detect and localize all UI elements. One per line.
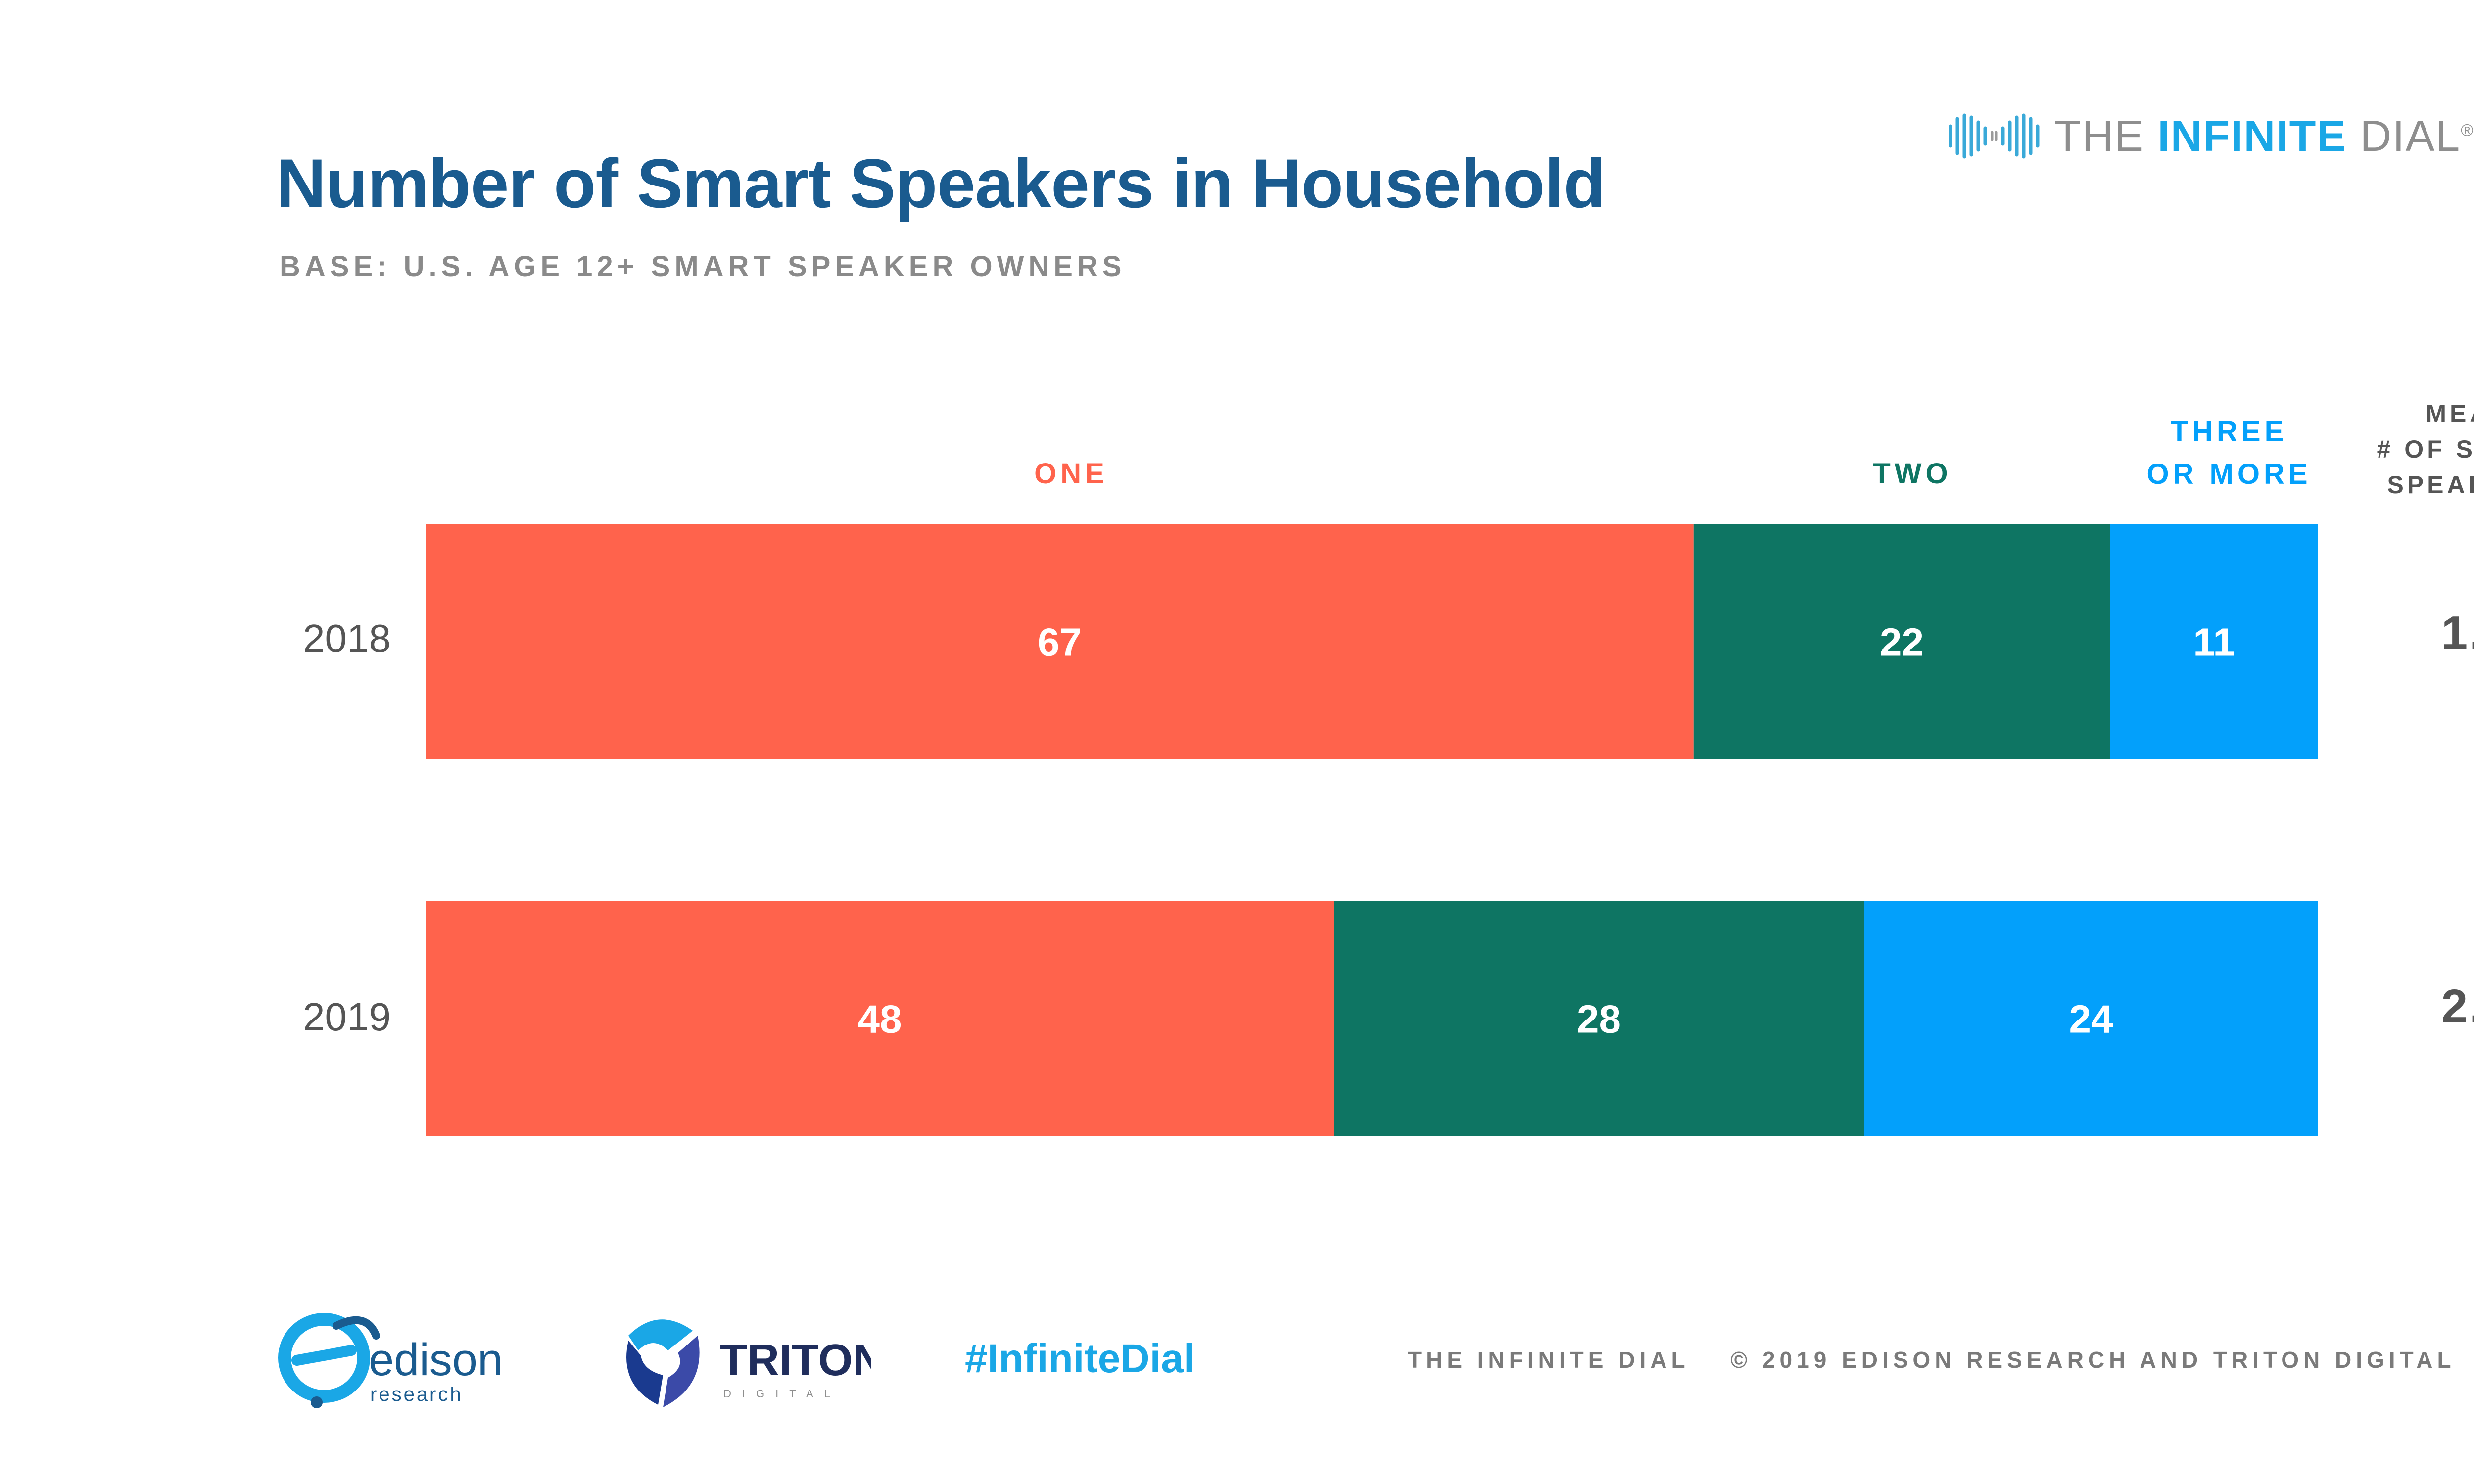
mean-column-header: MEAN # OF SMART SPEAKERS — [2377, 396, 2474, 503]
mean-header-line2: # OF SMART — [2377, 435, 2474, 463]
bar-2019-one — [426, 901, 1334, 1136]
brand-registered: ® — [2461, 121, 2474, 140]
bar-2018-three-or-more — [2110, 524, 2318, 759]
mean-header-line3: SPEAKERS — [2387, 471, 2474, 499]
footer-copyright: THE INFINITE DIAL © 2019 EDISON RESEARCH… — [1408, 1346, 2456, 1373]
mean-value-2019: 2.0 — [2441, 980, 2474, 1033]
triton-logo-icon: TRITON DIGITAL — [626, 1319, 885, 1407]
bar-label-2018-one: 67 — [1038, 620, 1082, 664]
triton-digital-logo: TRITON DIGITAL — [614, 1306, 885, 1417]
series-label-three-line2: OR MORE — [2146, 458, 2312, 490]
mean-header-line1: MEAN — [2426, 400, 2474, 427]
bar-label-2019-three-or-more: 24 — [2069, 997, 2113, 1041]
bar-2018-one — [426, 524, 1694, 759]
bar-2018-two — [1693, 524, 2110, 759]
series-label-two-line: TWO — [1873, 458, 1952, 490]
footer-copyright-left: THE INFINITE DIAL — [1408, 1347, 1689, 1373]
edison-sub: research — [370, 1384, 463, 1405]
bar-2019-two — [1334, 901, 1864, 1136]
footer-copyright-right: © 2019 EDISON RESEARCH AND TRITON DIGITA… — [1730, 1347, 2456, 1373]
series-label-three-line1: THREE — [2170, 416, 2288, 448]
year-label-2019: 2019 — [303, 995, 391, 1039]
bar-label-2018-two: 22 — [1880, 620, 1924, 664]
edison-logo-icon: edison research — [278, 1313, 503, 1408]
infinity-logo-icon — [1949, 113, 2040, 159]
series-label-one: ONE — [1034, 453, 1108, 495]
page-subtitle: BASE: U.S. AGE 12+ SMART SPEAKER OWNERS — [280, 250, 1126, 282]
year-label-2018: 2018 — [303, 616, 391, 660]
series-label-three-or-more: THREE OR MORE — [2146, 411, 2311, 496]
hashtag: #InfiniteDial — [965, 1336, 1195, 1381]
brand-the: THE — [2054, 111, 2144, 160]
bar-label-2019-one: 48 — [858, 997, 902, 1041]
series-label-two: TWO — [1873, 453, 1951, 495]
brand-infinite: INFINITE — [2157, 111, 2347, 160]
infinite-dial-logo: THE INFINITE DIAL® 2019 — [1945, 99, 2474, 173]
brand-dial: DIAL — [2360, 111, 2461, 160]
triton-sub: DIGITAL — [723, 1388, 841, 1400]
edison-name: edison — [369, 1335, 503, 1385]
series-label-one-line: ONE — [1034, 458, 1108, 490]
edison-research-logo: edison research — [277, 1306, 505, 1417]
bar-label-2019-two: 28 — [1577, 997, 1621, 1041]
bar-label-2018-three-or-more: 11 — [2193, 620, 2235, 664]
page-title: Number of Smart Speakers in Household — [276, 144, 1606, 222]
mean-value-2018: 1.7 — [2441, 606, 2474, 659]
triton-name: TRITON — [720, 1336, 871, 1385]
bar-2019-three-or-more — [1864, 901, 2318, 1136]
